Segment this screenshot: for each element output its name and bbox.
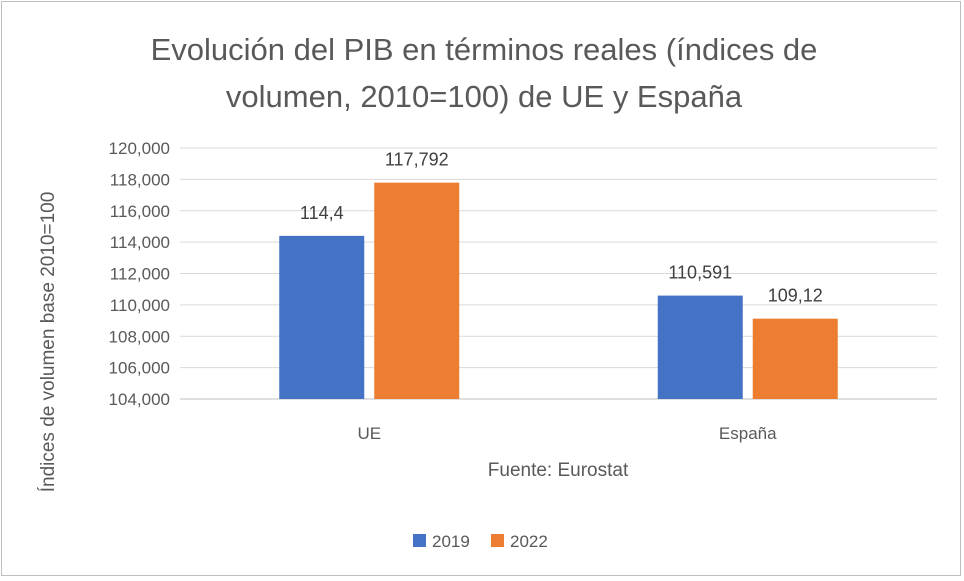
legend-label: 2019 xyxy=(432,532,470,551)
y-tick-label: 112,000 xyxy=(110,265,170,284)
data-label: 109,12 xyxy=(768,286,823,306)
chart-title-line: volumen, 2010=100) de UE y España xyxy=(226,79,743,114)
y-tick-label: 110,000 xyxy=(110,296,170,315)
data-label: 110,591 xyxy=(668,263,732,283)
x-tick-label: España xyxy=(719,424,777,443)
bar-2022-UE xyxy=(374,182,460,399)
chart-title-line: Evolución del PIB en términos reales (ín… xyxy=(151,32,818,67)
y-tick-label: 116,000 xyxy=(110,202,170,221)
bar-2019-España xyxy=(657,295,743,399)
legend-swatch-2019 xyxy=(413,534,426,547)
legend-swatch-2022 xyxy=(491,534,504,547)
x-axis-title: Fuente: Eurostat xyxy=(488,460,629,481)
data-label: 114,4 xyxy=(300,203,344,223)
y-tick-label: 118,000 xyxy=(110,170,170,189)
y-tick-label: 114,000 xyxy=(110,233,170,252)
y-tick-label: 108,000 xyxy=(109,327,170,346)
y-tick-label: 104,000 xyxy=(109,390,170,409)
y-tick-label: 120,000 xyxy=(109,139,170,158)
y-axis-title: Índices de volumen base 2010=100 xyxy=(38,192,59,493)
x-tick-label: UE xyxy=(357,424,381,443)
bar-2019-UE xyxy=(279,235,365,399)
bar-2022-España xyxy=(752,318,838,399)
data-label: 117,792 xyxy=(385,150,449,170)
legend-label: 2022 xyxy=(510,532,548,551)
y-tick-label: 106,000 xyxy=(109,359,170,378)
